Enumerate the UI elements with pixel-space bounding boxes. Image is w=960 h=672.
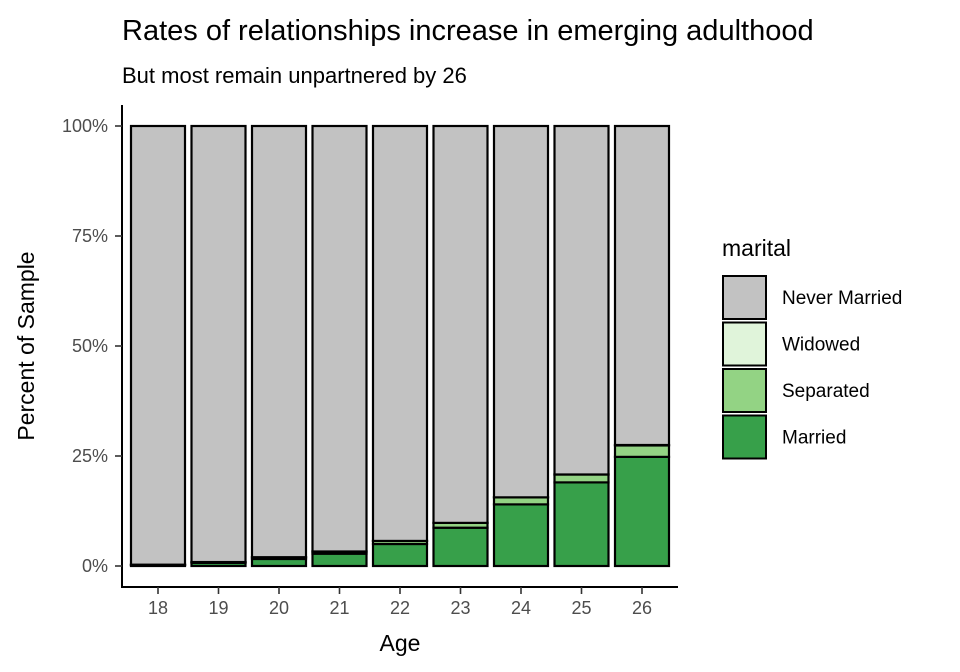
x-tick-label: 23 <box>450 598 470 618</box>
legend-key-never-married <box>722 275 767 320</box>
bar-segment-married-26 <box>613 455 671 568</box>
x-tick-label: 18 <box>148 598 168 618</box>
y-tick-label: 25% <box>72 446 108 466</box>
x-tick-label: 19 <box>208 598 228 618</box>
y-axis-ticks: 0% 25% 50% 75% 100% <box>62 116 122 576</box>
x-tick-label: 21 <box>329 598 349 618</box>
legend-key-widowed <box>722 321 767 367</box>
legend-key-married <box>722 414 767 460</box>
bar-segment-separated-26 <box>613 444 671 458</box>
y-tick-label: 0% <box>82 556 108 576</box>
chart-subtitle: But most remain unpartnered by 26 <box>122 63 467 88</box>
bar-segment-married-21 <box>311 552 368 568</box>
bar-segment-never-married-18 <box>129 124 187 566</box>
bar-segment-married-22 <box>371 542 429 568</box>
legend-title: marital <box>722 235 791 261</box>
bar-segment-never-married-24 <box>492 124 550 499</box>
plot-area <box>129 124 671 568</box>
bar-segment-separated-25 <box>553 473 610 484</box>
y-tick-label: 50% <box>72 336 108 356</box>
bar-segment-married-25 <box>553 481 610 568</box>
legend-label-married: Married <box>782 428 846 449</box>
y-axis-title: Percent of Sample <box>13 251 39 440</box>
bar-segment-never-married-19 <box>190 124 247 564</box>
x-axis-ticks: 18 19 20 21 22 23 24 25 26 <box>148 587 652 618</box>
bar-segment-never-married-20 <box>250 124 308 559</box>
legend-key-separated <box>722 368 767 413</box>
legend-label-never-married: Never Married <box>782 288 902 309</box>
bar-segment-never-married-21 <box>311 124 368 553</box>
x-tick-label: 20 <box>269 598 289 618</box>
y-tick-label: 75% <box>72 226 108 246</box>
x-axis-title: Age <box>380 630 421 656</box>
legend-items: Never Married Widowed Separated Married <box>722 275 902 460</box>
legend: marital Never Married Widowed Separated Mar… <box>722 235 902 460</box>
bar-segment-never-married-26 <box>613 124 671 447</box>
x-tick-label: 26 <box>632 598 652 618</box>
bar-segment-never-married-23 <box>432 124 489 524</box>
bar-segment-married-23 <box>432 526 489 568</box>
x-tick-label: 25 <box>571 598 591 618</box>
x-tick-label: 24 <box>511 598 531 618</box>
x-tick-label: 22 <box>390 598 410 618</box>
y-tick-label: 100% <box>62 116 108 136</box>
legend-label-separated: Separated <box>782 381 870 402</box>
bar-segment-never-married-25 <box>553 124 610 476</box>
bar-segment-never-married-22 <box>371 124 429 543</box>
legend-label-widowed: Widowed <box>782 335 860 356</box>
chart-title: Rates of relationships increase in emerg… <box>122 15 814 47</box>
bar-segment-married-24 <box>492 503 550 568</box>
